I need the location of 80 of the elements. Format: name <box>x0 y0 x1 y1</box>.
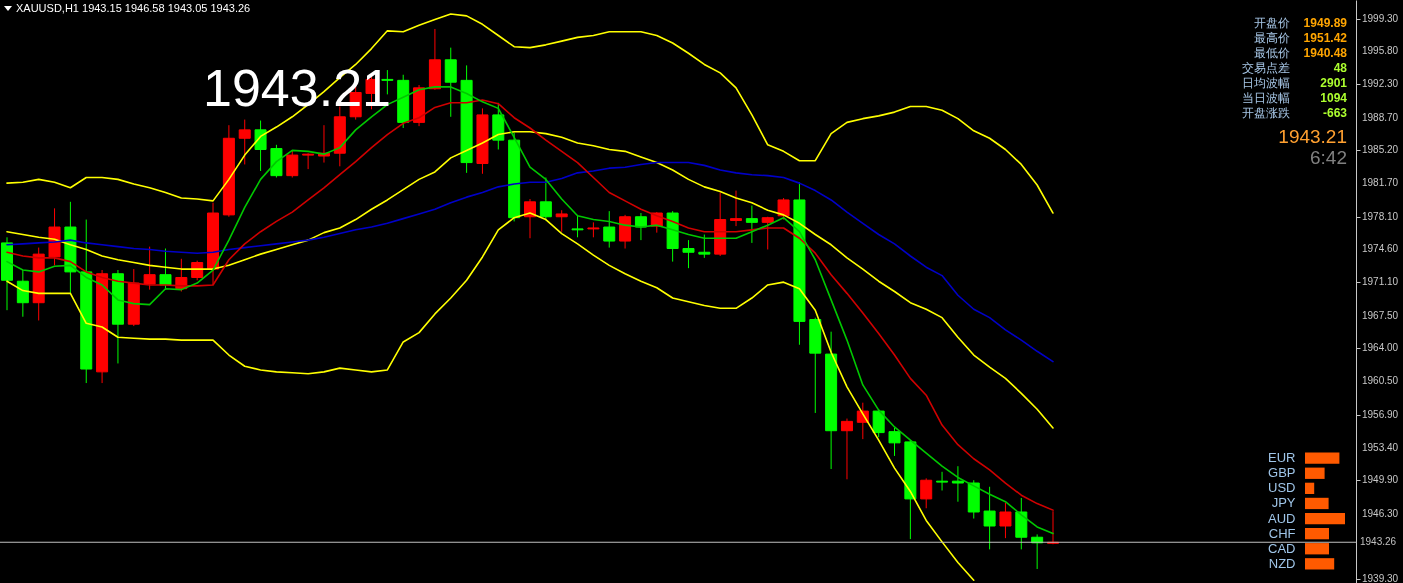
text: 1943.21 <box>1277 126 1347 147</box>
y-tick-label: GBP <box>1268 465 1296 481</box>
candlestick <box>444 47 457 118</box>
y-tick-label: 1939.30 <box>1362 573 1399 583</box>
y-tick-label: AUD <box>1268 510 1296 526</box>
y-tick-label: 1967.50 <box>1362 309 1399 321</box>
text: 1949.89 <box>1302 16 1347 31</box>
y-tick-label: 1999.30 <box>1362 12 1399 24</box>
line-series <box>6 13 1054 214</box>
candlestick <box>16 269 29 318</box>
bar <box>1305 543 1329 555</box>
bar <box>1305 467 1325 479</box>
y-tick-label: CHF <box>1268 525 1296 541</box>
candlestick <box>682 239 695 269</box>
y-tick-label: 1988.70 <box>1362 111 1399 123</box>
y-tick-label: EUR <box>1268 450 1296 466</box>
chart-title: XAUUSD,H1 1943.15 1946.58 1943.05 1943.26 <box>16 2 251 14</box>
candlestick <box>936 471 949 491</box>
text: 当日波幅 <box>1241 91 1290 106</box>
candlestick <box>920 477 933 509</box>
candlestick <box>159 248 172 291</box>
candlestick <box>745 205 758 244</box>
y-tick-label: 1992.30 <box>1362 78 1399 90</box>
text: 6:42 <box>1309 147 1347 168</box>
text: 日均波幅 <box>1241 76 1290 91</box>
candlestick <box>951 465 964 503</box>
y-tick-label: 1953.40 <box>1362 441 1399 453</box>
text: 交易点差 <box>1241 61 1290 76</box>
candlestick <box>143 246 156 291</box>
y-tick-label: 1956.90 <box>1362 408 1399 420</box>
y-tick-label: JPY <box>1271 495 1296 511</box>
y-tick-label: 1946.30 <box>1362 507 1399 519</box>
y-tick-label: 1978.10 <box>1362 210 1399 222</box>
text: 1094 <box>1319 91 1347 106</box>
candlestick <box>761 216 774 250</box>
y-tick-label: 1981.70 <box>1362 177 1399 189</box>
candlestick <box>254 120 267 172</box>
y-tick-label: NZD <box>1268 555 1296 571</box>
candlestick <box>603 210 616 249</box>
text: 最高价 <box>1253 31 1290 46</box>
text: 开盘涨跌 <box>1241 106 1290 121</box>
candlestick <box>777 197 790 221</box>
y-tick-label: 1949.90 <box>1362 474 1399 486</box>
y-tick-label: USD <box>1268 480 1296 496</box>
candlestick <box>983 486 996 550</box>
candlestick <box>840 418 853 480</box>
ref-line-label: 1943.26 <box>1360 536 1397 548</box>
candlestick <box>888 427 901 457</box>
text: 1940.48 <box>1302 46 1347 61</box>
text: 最低价 <box>1253 46 1290 61</box>
bar <box>1305 558 1335 570</box>
bar <box>1305 497 1329 510</box>
y-tick-label: 1974.60 <box>1362 243 1399 255</box>
y-tick-label: CAD <box>1268 540 1296 556</box>
candlestick <box>999 502 1012 539</box>
text: 2901 <box>1319 76 1347 91</box>
y-tick-label: 1971.10 <box>1362 276 1399 288</box>
bar <box>1305 527 1329 540</box>
candlestick <box>872 408 885 438</box>
y-tick-label: 1995.80 <box>1362 45 1399 57</box>
candlestick <box>238 119 251 165</box>
candlestick <box>730 190 743 227</box>
y-tick-label: 1960.50 <box>1362 375 1399 387</box>
candlestick <box>698 234 711 259</box>
y-tick-label: 1985.20 <box>1362 144 1399 156</box>
candlestick <box>539 177 552 221</box>
candlestick <box>524 198 536 239</box>
text: 开盘价 <box>1253 16 1290 31</box>
candlestick <box>634 212 647 241</box>
text: 48 <box>1332 61 1347 76</box>
candlestick <box>286 149 299 179</box>
y-tick-label: 1964.00 <box>1362 342 1399 354</box>
bar <box>1305 482 1315 495</box>
line-series <box>6 130 1054 429</box>
bar <box>1305 452 1340 464</box>
candlestick <box>302 152 315 170</box>
text: -663 <box>1321 106 1347 121</box>
text: 1951.42 <box>1302 31 1347 46</box>
bar <box>1305 512 1345 525</box>
candlestick <box>555 209 568 233</box>
